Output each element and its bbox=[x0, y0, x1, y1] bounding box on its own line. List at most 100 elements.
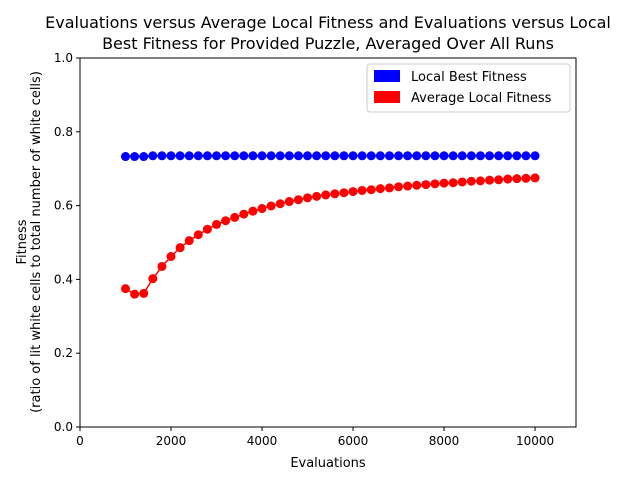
y-tick-label: 0.8 bbox=[54, 125, 73, 139]
x-tick-label: 6000 bbox=[338, 434, 369, 448]
data-point-average-local-fitness bbox=[412, 180, 422, 190]
data-point-local-best-fitness bbox=[130, 152, 140, 162]
data-point-local-best-fitness bbox=[394, 151, 404, 161]
data-point-average-local-fitness bbox=[321, 190, 331, 200]
data-point-local-best-fitness bbox=[466, 151, 476, 161]
data-point-local-best-fitness bbox=[503, 151, 513, 161]
data-point-average-local-fitness bbox=[293, 195, 303, 205]
data-point-local-best-fitness bbox=[384, 151, 394, 161]
data-point-local-best-fitness bbox=[348, 151, 358, 161]
data-point-local-best-fitness bbox=[275, 151, 285, 161]
data-point-average-local-fitness bbox=[485, 175, 495, 185]
data-point-average-local-fitness bbox=[503, 174, 513, 184]
data-point-average-local-fitness bbox=[303, 193, 313, 203]
data-point-average-local-fitness bbox=[348, 187, 358, 197]
data-point-local-best-fitness bbox=[202, 151, 212, 161]
data-point-average-local-fitness bbox=[430, 179, 440, 189]
y-tick-label: 0.0 bbox=[54, 420, 73, 434]
data-point-local-best-fitness bbox=[230, 151, 240, 161]
x-axis: 0 2000 4000 6000 8000 10000 bbox=[76, 427, 554, 448]
data-point-local-best-fitness bbox=[512, 151, 522, 161]
data-point-average-local-fitness bbox=[394, 182, 404, 192]
series-layer bbox=[121, 151, 540, 299]
series-line-average-local-fitness bbox=[125, 177, 536, 295]
data-point-local-best-fitness bbox=[321, 151, 331, 161]
legend-label-average-local: Average Local Fitness bbox=[411, 91, 552, 106]
data-point-average-local-fitness bbox=[175, 243, 185, 253]
data-point-local-best-fitness bbox=[530, 151, 540, 161]
data-point-local-best-fitness bbox=[430, 151, 440, 161]
data-point-local-best-fitness bbox=[439, 151, 449, 161]
data-point-local-best-fitness bbox=[457, 151, 467, 161]
y-axis-label-line-2: (ratio of lit white cells to total numbe… bbox=[29, 71, 44, 413]
data-point-local-best-fitness bbox=[339, 151, 349, 161]
data-point-average-local-fitness bbox=[221, 216, 231, 226]
x-tick-label: 10000 bbox=[516, 434, 554, 448]
data-point-average-local-fitness bbox=[421, 180, 431, 190]
data-point-local-best-fitness bbox=[375, 151, 385, 161]
data-point-local-best-fitness bbox=[412, 151, 422, 161]
y-tick-label: 0.4 bbox=[54, 272, 73, 286]
y-tick-label: 1.0 bbox=[54, 51, 73, 65]
legend-label-local-best: Local Best Fitness bbox=[411, 70, 527, 85]
data-point-local-best-fitness bbox=[303, 151, 313, 161]
y-axis: 0.0 0.2 0.4 0.6 0.8 1.0 bbox=[54, 51, 80, 434]
data-point-average-local-fitness bbox=[357, 185, 367, 195]
x-tick-label: 8000 bbox=[429, 434, 460, 448]
series-line-local-best-fitness bbox=[125, 155, 536, 158]
data-point-average-local-fitness bbox=[121, 284, 130, 294]
y-tick-label: 0.6 bbox=[54, 199, 73, 213]
data-point-average-local-fitness bbox=[248, 206, 258, 216]
data-point-local-best-fitness bbox=[494, 151, 504, 161]
data-point-average-local-fitness bbox=[157, 261, 167, 271]
data-point-local-best-fitness bbox=[475, 151, 485, 161]
data-point-local-best-fitness bbox=[184, 151, 194, 161]
x-tick-label: 0 bbox=[76, 434, 84, 448]
data-point-local-best-fitness bbox=[248, 151, 258, 161]
legend-swatch-average-local bbox=[374, 91, 400, 103]
data-point-average-local-fitness bbox=[384, 183, 394, 193]
data-point-average-local-fitness bbox=[130, 289, 140, 299]
data-point-local-best-fitness bbox=[421, 151, 431, 161]
data-point-local-best-fitness bbox=[148, 151, 158, 161]
data-point-local-best-fitness bbox=[166, 151, 176, 161]
data-point-average-local-fitness bbox=[312, 191, 322, 201]
data-point-average-local-fitness bbox=[330, 189, 340, 199]
data-point-local-best-fitness bbox=[121, 152, 130, 162]
x-tick-label: 4000 bbox=[247, 434, 278, 448]
x-axis-label: Evaluations bbox=[290, 456, 366, 471]
y-axis-label-line-1: Fitness bbox=[15, 219, 30, 264]
data-point-average-local-fitness bbox=[521, 173, 531, 183]
data-point-average-local-fitness bbox=[512, 174, 522, 184]
data-point-local-best-fitness bbox=[330, 151, 340, 161]
data-point-average-local-fitness bbox=[448, 178, 458, 188]
data-point-average-local-fitness bbox=[403, 181, 413, 191]
data-point-local-best-fitness bbox=[448, 151, 458, 161]
data-point-local-best-fitness bbox=[403, 151, 413, 161]
legend: Local Best Fitness Average Local Fitness bbox=[366, 63, 571, 113]
data-point-local-best-fitness bbox=[193, 151, 203, 161]
data-point-average-local-fitness bbox=[366, 185, 376, 195]
data-point-local-best-fitness bbox=[212, 151, 222, 161]
data-point-local-best-fitness bbox=[221, 151, 231, 161]
data-point-average-local-fitness bbox=[193, 230, 203, 240]
plot-frame bbox=[79, 57, 577, 428]
data-point-local-best-fitness bbox=[175, 151, 185, 161]
data-point-average-local-fitness bbox=[530, 173, 540, 183]
data-point-average-local-fitness bbox=[494, 175, 504, 185]
data-point-local-best-fitness bbox=[266, 151, 276, 161]
data-point-local-best-fitness bbox=[485, 151, 495, 161]
data-point-average-local-fitness bbox=[457, 177, 467, 187]
x-tick-label: 2000 bbox=[156, 434, 187, 448]
data-point-average-local-fitness bbox=[230, 212, 240, 222]
data-point-average-local-fitness bbox=[139, 288, 149, 298]
chart-title-line-1: Evaluations versus Average Local Fitness… bbox=[45, 13, 611, 32]
data-point-local-best-fitness bbox=[521, 151, 531, 161]
data-point-local-best-fitness bbox=[239, 151, 249, 161]
data-point-average-local-fitness bbox=[184, 236, 194, 246]
data-point-local-best-fitness bbox=[257, 151, 267, 161]
data-point-average-local-fitness bbox=[284, 197, 294, 207]
y-tick-label: 0.2 bbox=[54, 346, 73, 360]
data-point-local-best-fitness bbox=[284, 151, 294, 161]
